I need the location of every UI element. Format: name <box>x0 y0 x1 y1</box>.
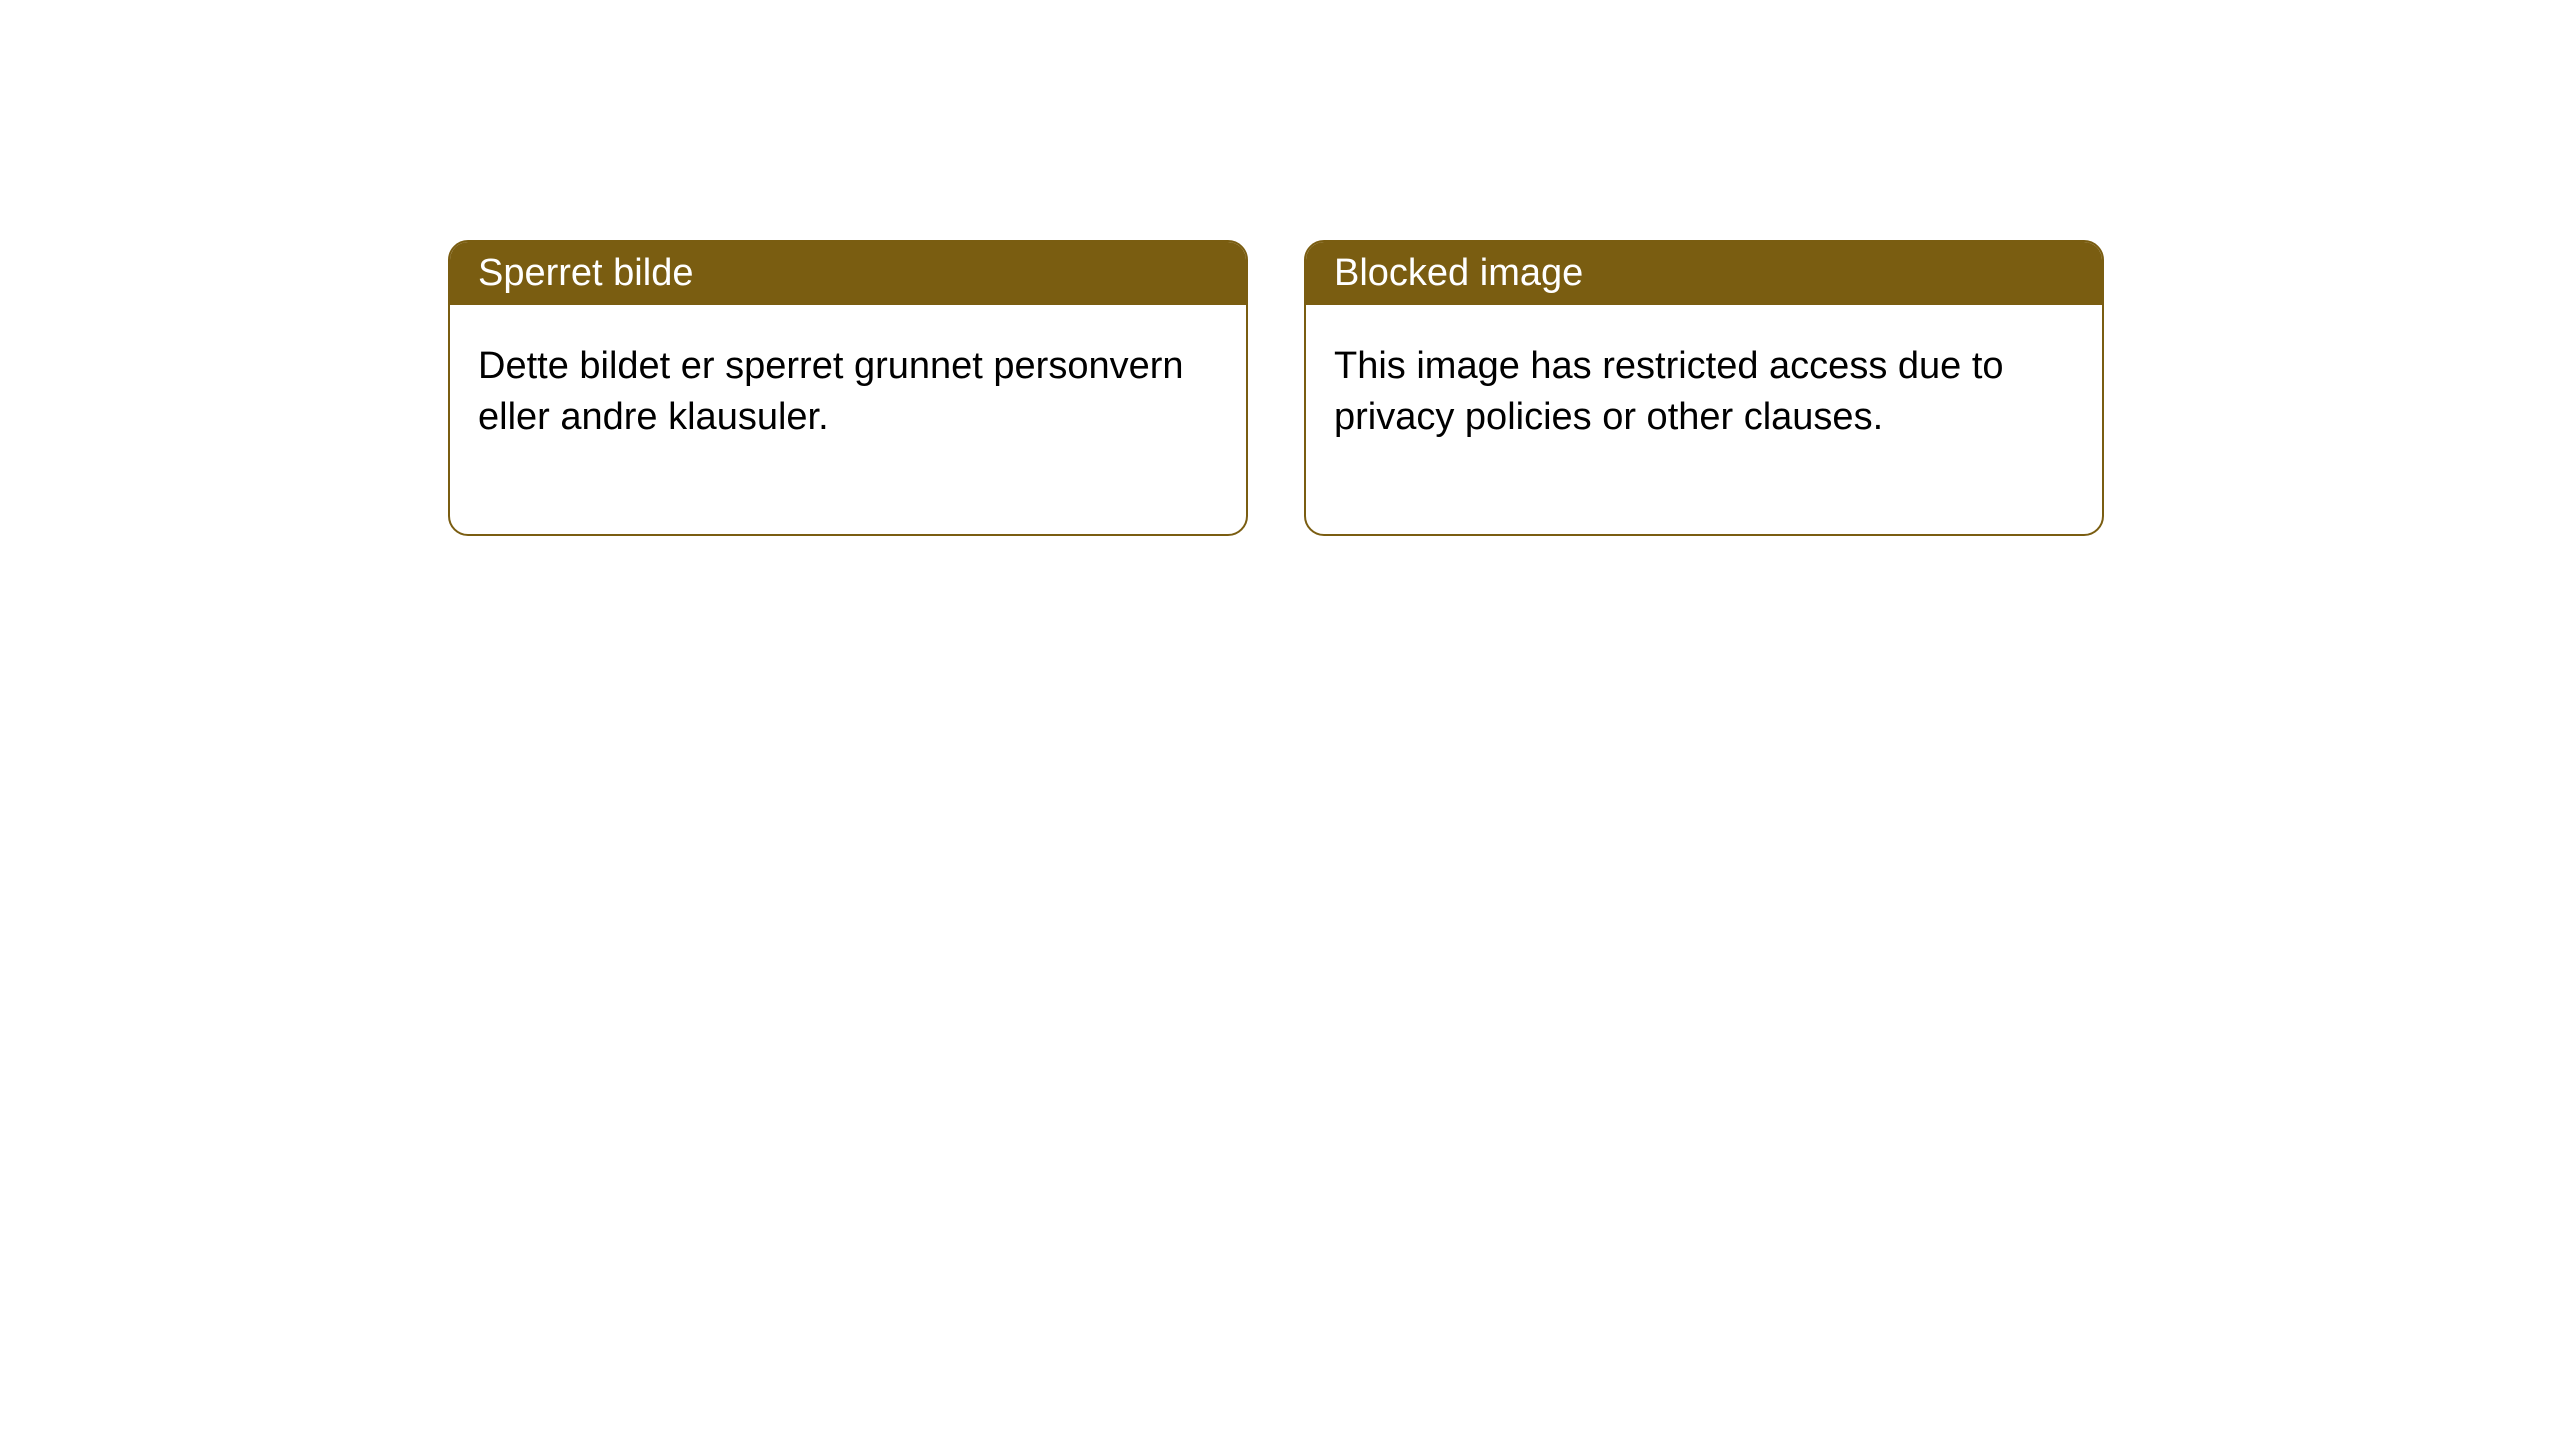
blocked-image-card-en: Blocked image This image has restricted … <box>1304 240 2104 536</box>
card-body: This image has restricted access due to … <box>1306 305 2102 534</box>
card-body: Dette bildet er sperret grunnet personve… <box>450 305 1246 534</box>
card-header: Blocked image <box>1306 242 2102 305</box>
blocked-image-card-no: Sperret bilde Dette bildet er sperret gr… <box>448 240 1248 536</box>
card-header: Sperret bilde <box>450 242 1246 305</box>
blocked-image-cards: Sperret bilde Dette bildet er sperret gr… <box>448 240 2560 536</box>
